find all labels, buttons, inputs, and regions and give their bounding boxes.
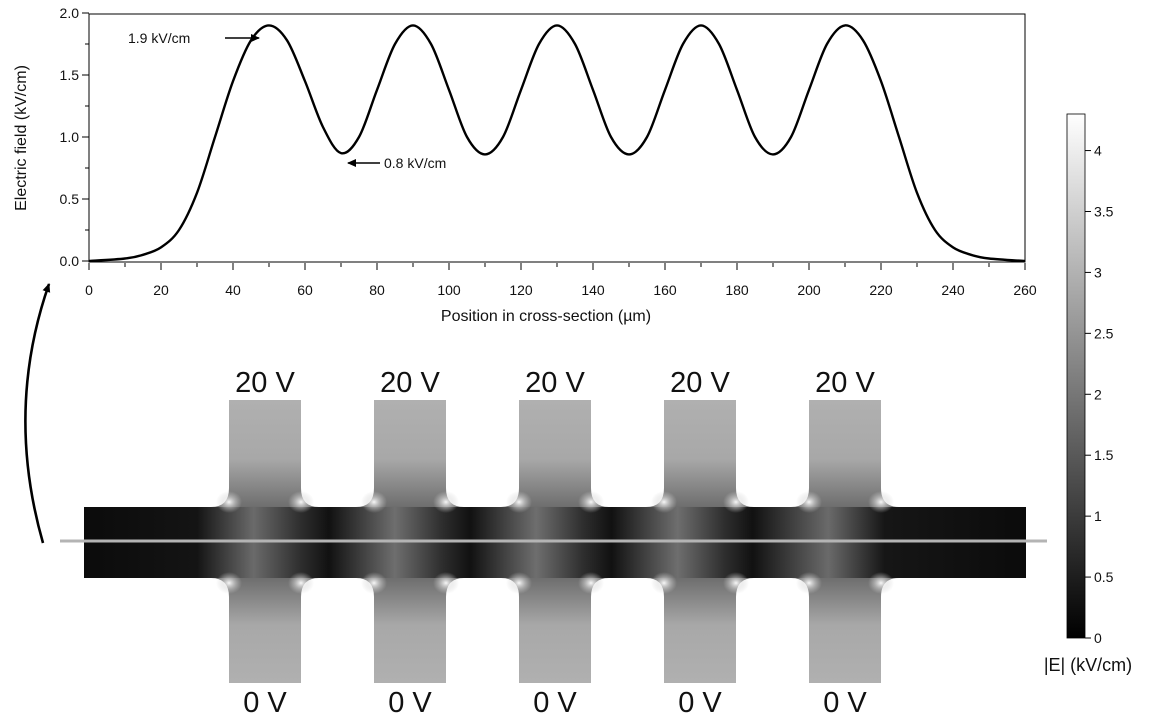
x-tick-label: 120 [509, 282, 533, 298]
field-map: 20 V 0 V 20 V 0 V 20 V 0 V 20 V 0 V 20 V 0 V [60, 367, 1047, 716]
bottom-voltage-label: 0 V [823, 687, 867, 716]
x-tick-label: 180 [725, 282, 749, 298]
colorbar: 0 0.5 1 1.5 2 2.5 3 3.5 4 |E| (kV/cm) [1044, 113, 1132, 675]
bottom-voltage-label: 0 V [243, 687, 287, 716]
bottom-electrode [356, 578, 464, 683]
y-tick-label: 2.0 [60, 5, 80, 21]
field-hotspot [288, 491, 314, 513]
top-electrode [356, 400, 464, 507]
colorbar-tick-label: 1.5 [1094, 447, 1114, 463]
field-hotspot [651, 491, 677, 513]
field-hotspot [361, 491, 387, 513]
y-tick-label: 0.5 [60, 191, 80, 207]
x-tick-label: 20 [153, 282, 169, 298]
top-voltage-label: 20 V [815, 367, 875, 399]
bottom-electrode [211, 578, 319, 683]
colorbar-tick-label: 0 [1094, 630, 1102, 646]
field-hotspot [578, 572, 604, 594]
x-tick-label: 40 [225, 282, 241, 298]
x-tick-label: 200 [797, 282, 821, 298]
field-hotspot [651, 572, 677, 594]
colorbar-tick-label: 3.5 [1094, 203, 1114, 219]
top-electrode [791, 400, 899, 507]
field-hotspot [506, 491, 532, 513]
top-electrode [211, 400, 319, 507]
bottom-voltage-label: 0 V [388, 687, 432, 716]
colorbar-tick-label: 2 [1094, 386, 1102, 402]
colorbar-tick-label: 0.5 [1094, 569, 1114, 585]
x-tick-label: 240 [941, 282, 965, 298]
x-axis-title: Position in cross-section (µm) [441, 308, 651, 325]
x-tick-label: 220 [869, 282, 893, 298]
top-voltage-label: 20 V [670, 367, 730, 399]
field-hotspot [361, 572, 387, 594]
bottom-electrode [646, 578, 754, 683]
colorbar-tick-label: 4 [1094, 143, 1102, 159]
field-hotspot [216, 572, 242, 594]
colorbar-tick-label: 2.5 [1094, 325, 1114, 341]
bottom-electrode [501, 578, 609, 683]
x-tick-label: 260 [1013, 282, 1037, 298]
cross-section-link-arrow [24, 283, 51, 544]
x-tick-label: 100 [437, 282, 461, 298]
x-tick-label: 0 [85, 282, 93, 298]
field-hotspot [868, 572, 894, 594]
x-tick-label: 140 [581, 282, 605, 298]
line-plot: 0.0 0.5 1.0 1.5 2.0 0 20 40 60 80 100 120 140 160 180… [13, 5, 1037, 325]
field-hotspot [506, 572, 532, 594]
field-hotspot [433, 491, 459, 513]
field-hotspot [433, 572, 459, 594]
y-tick-label: 1.5 [60, 67, 80, 83]
top-voltage-label: 20 V [380, 367, 440, 399]
bottom-voltage-label: 0 V [533, 687, 577, 716]
field-hotspot [723, 572, 749, 594]
field-hotspot [796, 491, 822, 513]
field-hotspot [216, 491, 242, 513]
field-hotspot [796, 572, 822, 594]
y-tick-label: 1.0 [60, 129, 80, 145]
bottom-voltage-label: 0 V [678, 687, 722, 716]
y-axis-title: Electric field (kV/cm) [13, 65, 30, 211]
x-tick-label: 160 [653, 282, 677, 298]
top-voltage-label: 20 V [235, 367, 295, 399]
x-tick-label: 80 [369, 282, 385, 298]
electric-field-line [88, 24, 1026, 263]
plot-frame [88, 13, 1026, 263]
y-tick-label: 0.0 [60, 253, 80, 269]
bottom-electrode [791, 578, 899, 683]
annotation-max: 1.9 kV/cm [128, 30, 190, 46]
field-hotspot [288, 572, 314, 594]
x-axis: 0 20 40 60 80 100 120 140 160 180 200 220 240 260 [85, 263, 1037, 298]
colorbar-title: |E| (kV/cm) [1044, 655, 1132, 675]
colorbar-gradient [1066, 113, 1086, 639]
top-electrode [646, 400, 754, 507]
top-voltage-label: 20 V [525, 367, 585, 399]
y-axis: 0.0 0.5 1.0 1.5 2.0 [60, 5, 89, 269]
top-electrode [501, 400, 609, 507]
field-hotspot [868, 491, 894, 513]
field-hotspot [723, 491, 749, 513]
x-tick-label: 60 [297, 282, 313, 298]
field-hotspot [578, 491, 604, 513]
colorbar-tick-label: 3 [1094, 264, 1102, 280]
annotation-min: 0.8 kV/cm [384, 155, 446, 171]
colorbar-tick-label: 1 [1094, 508, 1102, 524]
